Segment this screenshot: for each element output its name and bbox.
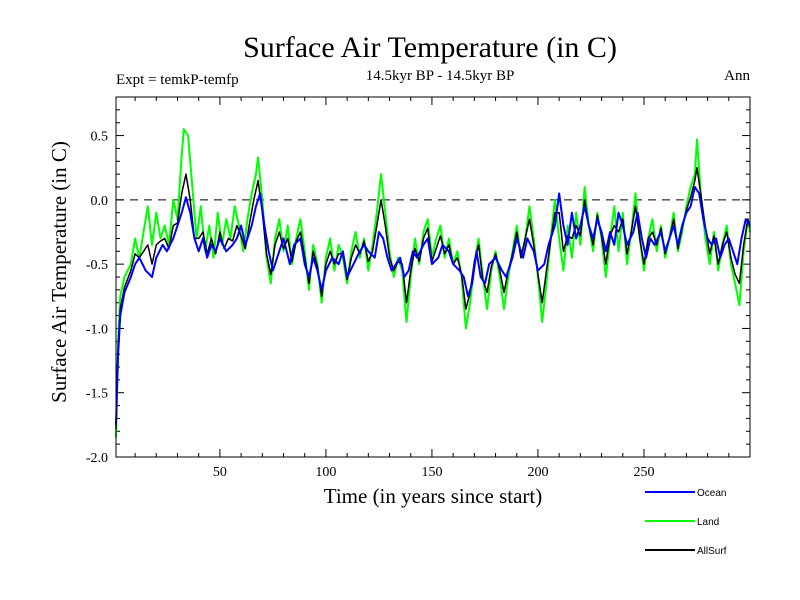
chart-title: Surface Air Temperature (in C)	[243, 31, 617, 64]
x-tick-label: 150	[421, 465, 442, 480]
legend-label-allsurf: AllSurf	[697, 546, 727, 557]
y-axis-label: Surface Air Temperature (in C)	[47, 141, 71, 403]
period-label: Ann	[724, 68, 750, 84]
y-tick-label: -0.5	[86, 258, 108, 273]
chart-subtitle: 14.5kyr BP - 14.5kyr BP	[366, 68, 515, 84]
x-axis-label: Time (in years since start)	[324, 484, 543, 508]
x-tick-label: 200	[527, 465, 548, 480]
series-line-land	[115, 128, 751, 438]
series-group	[115, 128, 751, 438]
x-tick-label: 250	[633, 465, 654, 480]
series-line-ocean	[115, 186, 751, 425]
legend: Ocean Land AllSurf	[645, 488, 727, 557]
y-tick-label: -1.5	[86, 387, 108, 402]
x-tick-label: 100	[315, 465, 336, 480]
series-line-allsurf	[115, 166, 751, 429]
plot-frame	[115, 96, 751, 458]
x-axis-ticks: 50 100 150 200 250	[134, 97, 730, 480]
y-tick-label: -1.0	[86, 322, 108, 337]
y-tick-label: -2.0	[86, 451, 108, 466]
legend-label-land: Land	[697, 517, 719, 528]
y-tick-label: 0.0	[91, 194, 109, 209]
y-tick-label: 0.5	[91, 130, 109, 145]
plot-area: 50 100 150 200 250 -2.0 -1.5 -1.0 -0.5 0.0 0.5	[86, 96, 751, 480]
legend-label-ocean: Ocean	[697, 488, 726, 499]
experiment-label: Expt = temkP-temfp	[116, 72, 239, 88]
y-axis-ticks: -2.0 -1.5 -1.0 -0.5 0.0 0.5	[86, 109, 750, 466]
x-tick-label: 50	[213, 465, 227, 480]
